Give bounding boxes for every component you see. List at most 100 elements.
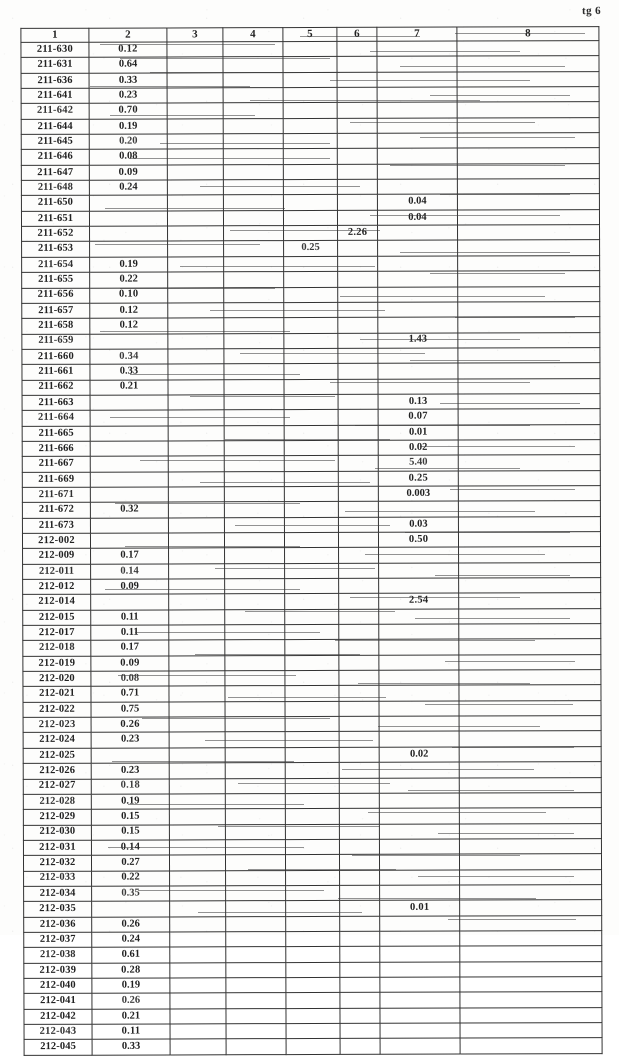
- data-cell-col2: 0.26: [91, 916, 170, 933]
- data-cell-col2: [89, 210, 168, 227]
- row-id-cell: 211-644: [21, 119, 90, 135]
- data-cell-col3: [169, 717, 226, 733]
- table-row: 212-022 0.75: [23, 700, 602, 718]
- data-cell-col6: [338, 440, 379, 456]
- data-cell-col7: [377, 271, 458, 287]
- data-cell-col7: [377, 286, 458, 303]
- row-id-cell: 212-043: [24, 1024, 93, 1040]
- data-cell-col8: [457, 194, 600, 210]
- data-cell-col5: [284, 532, 339, 549]
- data-cell-col3: [167, 348, 224, 365]
- row-id-cell: 211-654: [21, 257, 90, 273]
- data-cell-col4: [226, 1039, 287, 1055]
- data-cell-col3: [168, 563, 225, 579]
- data-cell-col2: 0.33: [92, 1039, 171, 1056]
- data-cell-col8: [458, 470, 601, 487]
- data-cell-col7: [379, 777, 460, 794]
- data-cell-col7: [379, 700, 460, 717]
- data-cell-col4: [225, 716, 286, 733]
- table-row: 212-041 0.26: [23, 992, 602, 1010]
- data-cell-col6: [338, 394, 379, 410]
- data-cell-col2: [89, 241, 168, 258]
- data-cell-col3: [168, 471, 225, 487]
- data-cell-col5: [284, 547, 339, 564]
- data-cell-col4: [224, 394, 285, 411]
- data-cell-col8: [458, 408, 601, 425]
- data-cell-col5: [284, 486, 339, 503]
- data-cell-col8: [457, 209, 600, 226]
- data-cell-col8: [459, 700, 602, 717]
- data-cell-col3: [170, 1039, 227, 1055]
- data-cell-col2: 0.12: [89, 318, 168, 334]
- data-cell-col7: [378, 685, 460, 702]
- data-cell-col2: 0.08: [89, 149, 168, 165]
- data-cell-col8: [458, 577, 601, 594]
- row-id-cell: 212-015: [22, 609, 91, 626]
- data-cell-col6: [336, 56, 378, 73]
- data-cell-col8: [459, 976, 602, 993]
- data-cell-col5: [284, 409, 339, 426]
- table-row: 211-656 0.10: [21, 286, 600, 304]
- data-cell-col8: [458, 454, 601, 471]
- data-cell-col6: [337, 133, 378, 149]
- data-cell-col4: [224, 425, 285, 441]
- data-cell-col2: 0.08: [90, 671, 169, 687]
- data-cell-col3: [168, 517, 225, 533]
- data-cell-col6: [337, 332, 378, 349]
- data-cell-col6: [338, 532, 379, 549]
- data-cell-col8: [457, 101, 600, 118]
- data-cell-col8: [458, 608, 601, 625]
- data-cell-col7: [380, 1038, 461, 1055]
- table-row: 211-647 0.09: [21, 163, 600, 181]
- data-cell-col4: [225, 947, 286, 963]
- data-cell-col6: [339, 931, 380, 947]
- table-row: 212-021 0.71: [22, 685, 602, 703]
- table-row: 211-631 0.64: [20, 55, 600, 74]
- data-cell-col8: [459, 808, 602, 824]
- table-row: 212-036 0.26: [23, 915, 602, 933]
- data-cell-col6: [338, 455, 379, 472]
- data-cell-col3: [169, 947, 226, 963]
- data-cell-col3: [169, 870, 226, 886]
- table-row: 211-645 0.20: [21, 132, 600, 150]
- data-cell-col6: [339, 885, 380, 901]
- data-cell-col5: [284, 685, 340, 702]
- data-cell-col2: 0.34: [89, 349, 168, 365]
- data-cell-col7: [378, 639, 459, 656]
- data-cell-col7: [379, 854, 460, 871]
- row-id-cell: 211-673: [22, 517, 91, 534]
- row-id-cell: 212-033: [23, 870, 92, 887]
- table-row: 212-031 0.14: [23, 838, 602, 856]
- data-cell-col5: [283, 363, 338, 380]
- data-cell-col2: 0.09: [90, 579, 169, 595]
- data-cell-col5: [285, 762, 340, 779]
- data-cell-col3: [168, 655, 225, 672]
- data-cell-col6: [339, 839, 380, 855]
- data-cell-col2: 0.18: [91, 778, 170, 795]
- data-cell-col4: [224, 409, 285, 426]
- data-cell-col6: [339, 869, 380, 886]
- data-cell-col2: 0.27: [91, 855, 170, 872]
- data-cell-col2: 0.19: [89, 118, 168, 135]
- row-id-cell: 211-662: [21, 379, 91, 396]
- data-cell-col7: [377, 225, 458, 241]
- data-cell-col3: [168, 533, 225, 549]
- data-cell-col4: [225, 901, 286, 917]
- data-cell-col3: [169, 732, 226, 748]
- data-cell-col8: [459, 746, 602, 763]
- data-cell-col3: [167, 164, 224, 181]
- data-cell-col3: [170, 1023, 227, 1040]
- data-cell-col2: 0.19: [89, 257, 168, 273]
- table-row: 212-020 0.08: [22, 669, 601, 688]
- data-cell-col3: [169, 901, 226, 917]
- data-cell-col4: [223, 87, 284, 104]
- data-cell-col3: [167, 271, 224, 288]
- data-cell-col2: [90, 441, 169, 457]
- data-cell-col5: [283, 87, 338, 103]
- data-cell-col6: [339, 946, 380, 963]
- table-row: 211-641 0.23: [21, 86, 600, 104]
- data-cell-col3: [169, 993, 226, 1009]
- data-cell-col8: [457, 301, 600, 318]
- row-id-cell: 211-672: [22, 502, 91, 519]
- data-cell-col7: [377, 102, 458, 119]
